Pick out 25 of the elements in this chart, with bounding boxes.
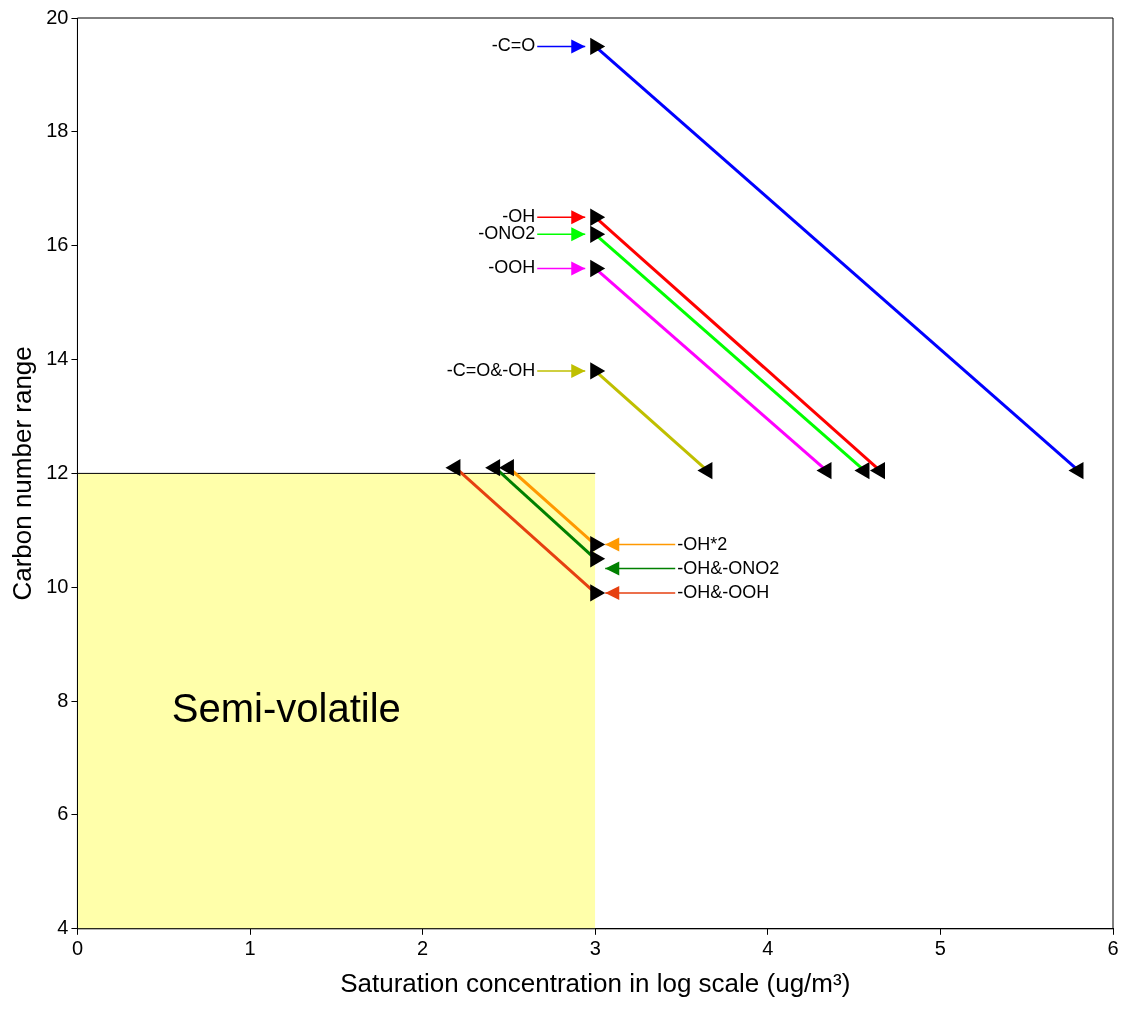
legend-label: -C=O xyxy=(491,35,536,56)
y-tick-label: 16 xyxy=(46,233,69,256)
x-tick-label: 5 xyxy=(934,937,946,960)
y-tick-label: 20 xyxy=(46,5,69,28)
y-tick-label: 8 xyxy=(57,688,69,711)
x-tick-label: 1 xyxy=(244,937,256,960)
x-axis-title: Saturation concentration in log scale (ug/m³) xyxy=(340,967,851,998)
series-label: Semi-volatile xyxy=(171,686,401,731)
y-tick-label: 6 xyxy=(57,802,69,825)
x-tick-label: 0 xyxy=(71,937,84,960)
x-tick-label: 2 xyxy=(417,937,429,960)
y-tick-label: 4 xyxy=(57,916,69,939)
x-tick-label: 4 xyxy=(762,937,774,960)
y-tick-label: 12 xyxy=(46,460,69,483)
text: -OH&-ONO2 xyxy=(677,557,780,578)
y-axis-title: Carbon number range xyxy=(6,346,37,601)
text: -OH&-OOH xyxy=(677,581,770,602)
y-tick-label: 18 xyxy=(46,119,69,142)
y-tick-label: 14 xyxy=(46,347,69,370)
x-tick-label: 6 xyxy=(1107,937,1119,960)
legend-label: -OOH xyxy=(488,257,536,278)
y-tick-label: 10 xyxy=(46,574,69,597)
x-tick-label: 3 xyxy=(589,937,601,960)
text: -OH*2 xyxy=(677,533,728,554)
legend-label: -C=O&-OH xyxy=(446,359,536,380)
